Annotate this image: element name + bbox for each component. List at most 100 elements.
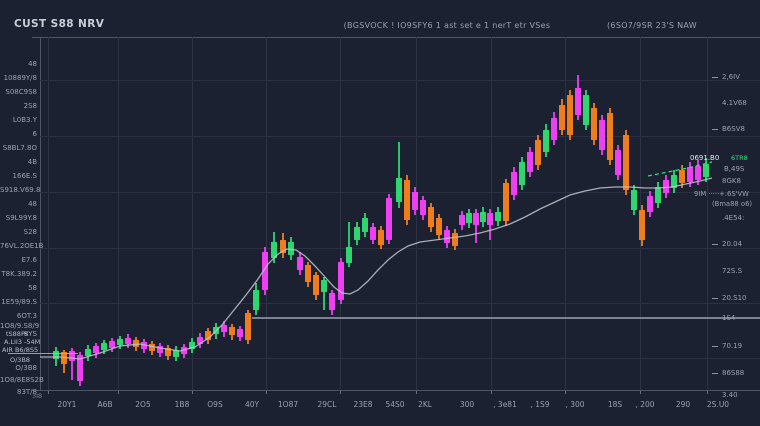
- candle: [329, 293, 335, 310]
- candle: [695, 166, 701, 180]
- left-axis-label: 1O8/9.S8/9: [0, 322, 40, 330]
- grid-line-vertical: [340, 37, 341, 390]
- candle: [535, 140, 541, 165]
- candle: [487, 213, 493, 225]
- header-divider: [32, 37, 760, 38]
- candle: [655, 187, 661, 203]
- time-axis-label: 2O5: [135, 400, 151, 409]
- candle: [297, 257, 303, 270]
- candle: [173, 350, 179, 357]
- left-axis-label: S28: [23, 228, 37, 236]
- candle: [459, 215, 465, 225]
- candle: [679, 170, 685, 183]
- candle: [313, 275, 319, 295]
- time-axis-tick: [565, 391, 566, 394]
- candle: [280, 240, 286, 253]
- candle: [495, 212, 501, 221]
- candle: [503, 183, 509, 221]
- right-axis-label: 20.S10: [722, 294, 747, 302]
- candle: [69, 351, 75, 361]
- left-axis-label: S918.V69.8: [0, 186, 41, 194]
- candle: [687, 167, 693, 182]
- candle: [253, 290, 259, 310]
- candle: [663, 180, 669, 193]
- candle: [321, 280, 327, 292]
- candle: [370, 227, 376, 240]
- right-axis-label: 1S4: [722, 314, 736, 322]
- candle: [237, 329, 243, 337]
- candle: [181, 347, 187, 354]
- candle: [599, 120, 605, 150]
- time-axis-label: 29CL: [317, 400, 337, 409]
- right-axis-label: 86S88: [722, 369, 745, 377]
- left-axis-label: S9L99Y.8: [5, 214, 37, 222]
- candle: [378, 230, 384, 245]
- price-axis-right[interactable]: 2,6IV 4.1V68 B6SV8 8GK8 .4E54: 20.04 72S.S 20.S…: [712, 37, 760, 399]
- candle: [165, 348, 171, 356]
- grid-line-horizontal: [40, 303, 760, 304]
- candle: [444, 230, 450, 243]
- right-axis-tick: [712, 373, 718, 374]
- candle: [671, 175, 677, 188]
- chart-title: CUST S88 NRV: [14, 18, 105, 30]
- time-axis-label: 300: [459, 400, 475, 409]
- candle: [93, 346, 99, 353]
- right-axis-label: 3.40: [722, 391, 738, 399]
- candle: [436, 218, 442, 235]
- time-axis-label: , 1S9: [530, 400, 550, 409]
- candle-wick: [398, 142, 400, 208]
- candle: [631, 190, 637, 210]
- candle: [639, 210, 645, 240]
- candle: [133, 340, 139, 347]
- time-axis-label: 2KL: [418, 400, 432, 409]
- candle: [519, 162, 525, 185]
- left-axis-label: 6OT.3: [16, 312, 37, 320]
- candle: [412, 192, 418, 210]
- right-axis-tick: [712, 298, 718, 299]
- candle: [346, 247, 352, 263]
- candle: [559, 105, 565, 130]
- candle: [543, 130, 549, 152]
- left-axis-label: 166E.S: [12, 172, 37, 180]
- left-axis-label: 76VL.2OE1B: [0, 242, 44, 250]
- candle: [262, 252, 268, 290]
- right-axis-label: 70.19: [722, 342, 743, 350]
- left-axis-label: T8K.389.2: [1, 270, 37, 278]
- candle: [305, 265, 311, 282]
- plot-area[interactable]: [0, 37, 760, 390]
- time-axis-tick: [416, 391, 417, 394]
- candle: [591, 108, 597, 140]
- candle: [703, 164, 709, 177]
- right-axis-tick: [712, 129, 718, 130]
- time-axis[interactable]: 20Y1 A6B 2O5 1B8 O9S 40Y 1O87 29CL 23E8 54S0 2KL 30…: [0, 390, 760, 426]
- candle: [615, 150, 621, 175]
- candle: [404, 180, 410, 220]
- candle: [623, 135, 629, 190]
- candle: [189, 342, 195, 349]
- time-axis-tick: [707, 391, 708, 394]
- stray-label: 3I8: [32, 392, 43, 400]
- price-axis-left[interactable]: 48 10889Y/8 S08C9S8 2S8 L0B3.Y 6 S8BL7.8O 4B 166…: [0, 37, 44, 396]
- time-axis-label: 18S: [607, 400, 623, 409]
- candle: [362, 218, 368, 232]
- time-axis-tick: [48, 391, 49, 394]
- time-axis-tick: [266, 391, 267, 394]
- chart-info-center: (BGSVOCK ! IO9SFY6 1 ast set e 1 nerT et…: [343, 21, 551, 30]
- time-axis-label: 20Y1: [57, 400, 77, 409]
- candle: [221, 325, 227, 332]
- time-axis-tick: [640, 391, 641, 394]
- candle: [647, 196, 653, 212]
- time-axis-tick: [192, 391, 193, 394]
- grid-line-vertical: [266, 37, 267, 390]
- candle: [288, 242, 294, 255]
- right-axis-label: 20.04: [722, 240, 743, 248]
- candle: [149, 344, 155, 351]
- time-axis-tick: [491, 391, 492, 394]
- left-axis-label: O/3B8: [15, 364, 37, 372]
- candle: [452, 233, 458, 246]
- time-axis-label: 40Y: [244, 400, 260, 409]
- candle: [85, 349, 91, 356]
- candle: [354, 227, 360, 240]
- time-axis-label: , 3e81: [493, 400, 517, 409]
